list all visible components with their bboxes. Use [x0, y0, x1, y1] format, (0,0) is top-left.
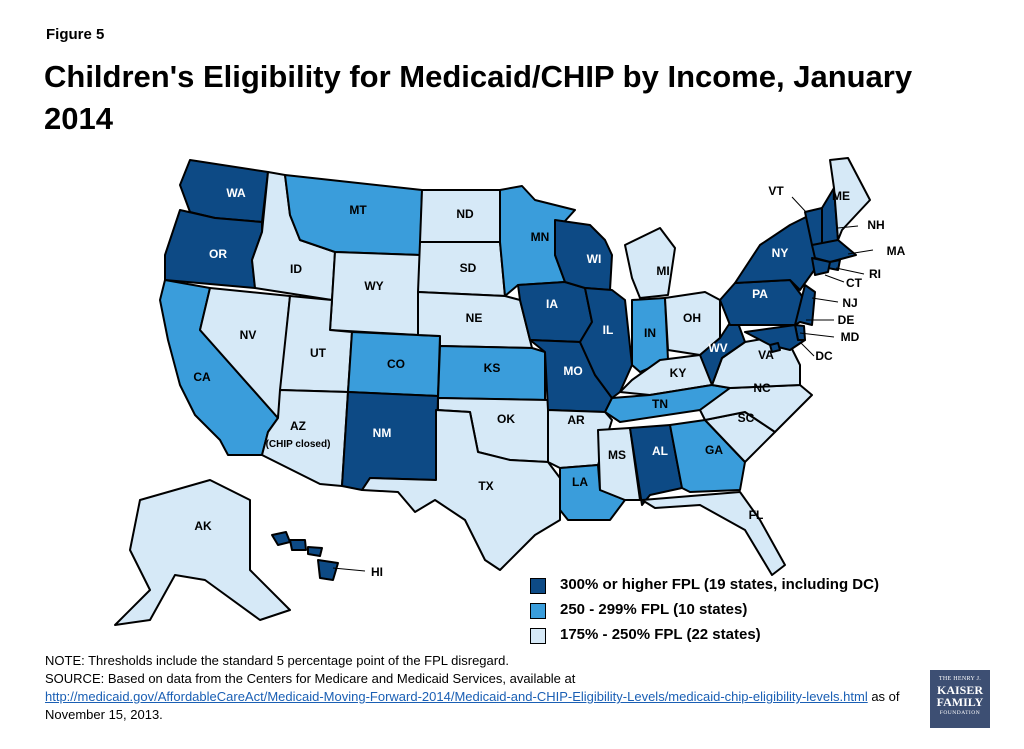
- logo-line: THE HENRY J.: [938, 676, 982, 682]
- state-label-ak: AK: [194, 519, 212, 533]
- state-label-me: ME: [832, 189, 850, 203]
- legend-label: 300% or higher FPL (19 states, including…: [560, 576, 879, 593]
- state-label-nm: NM: [373, 426, 392, 440]
- state-wy: [329, 251, 421, 336]
- state-al: [629, 424, 683, 506]
- state-label-mi: MI: [656, 264, 669, 278]
- state-label-fl: FL: [749, 508, 764, 522]
- state-label-ma: MA: [887, 244, 906, 258]
- state-label-ok: OK: [497, 412, 515, 426]
- state-label-nc: NC: [753, 381, 771, 395]
- state-label-hi: HI: [371, 565, 383, 579]
- state-ma: [811, 239, 857, 263]
- state-ia: [517, 281, 593, 343]
- state-nm: [341, 391, 439, 491]
- state-label-ne: NE: [466, 311, 483, 325]
- source-suffix: as of November 15, 2013.: [45, 689, 900, 722]
- state-il: [579, 287, 633, 399]
- state-note-az: (CHIP closed): [266, 439, 331, 450]
- source-text: SOURCE: Based on data from the Centers f…: [45, 671, 576, 686]
- state-label-ar: AR: [567, 413, 585, 427]
- state-label-ca: CA: [193, 370, 211, 384]
- state-label-pa: PA: [752, 287, 768, 301]
- state-label-in: IN: [644, 326, 656, 340]
- state-label-va: VA: [758, 348, 774, 362]
- state-ct: [811, 257, 831, 276]
- state-label-nj: NJ: [842, 296, 857, 310]
- state-ms: [597, 427, 641, 501]
- page-title: Children's Eligibility for Medicaid/CHIP…: [44, 59, 913, 136]
- state-label-mt: MT: [349, 203, 367, 217]
- logo-line: FOUNDATION: [939, 710, 981, 716]
- legend-swatch-low: [530, 628, 546, 644]
- state-label-vt: VT: [768, 184, 784, 198]
- state-label-al: AL: [652, 444, 668, 458]
- state-tx: [361, 409, 561, 571]
- state-label-co: CO: [387, 357, 405, 371]
- state-label-ky: KY: [670, 366, 687, 380]
- state-label-nh: NH: [867, 218, 884, 232]
- source-link[interactable]: http://medicaid.gov/AffordableCareAct/Me…: [45, 689, 868, 704]
- state-label-ms: MS: [608, 448, 626, 462]
- state-label-mn: MN: [531, 230, 550, 244]
- state-label-wv: WV: [708, 341, 727, 355]
- state-label-tx: TX: [478, 479, 493, 493]
- state-label-wi: WI: [587, 252, 602, 266]
- state-label-de: DE: [838, 313, 855, 327]
- state-label-mo: MO: [563, 364, 582, 378]
- legend-swatch-high: [530, 578, 546, 594]
- state-label-sc: SC: [738, 411, 755, 425]
- legend-label: 175% - 250% FPL (22 states): [560, 626, 761, 643]
- state-label-dc: DC: [815, 349, 833, 363]
- logo-line: FAMILY: [936, 695, 984, 709]
- state-wi: [554, 219, 613, 291]
- state-label-la: LA: [572, 475, 588, 489]
- state-label-or: OR: [209, 247, 227, 261]
- state-label-nd: ND: [456, 207, 474, 221]
- state-label-az: AZ: [290, 419, 306, 433]
- state-label-nv: NV: [240, 328, 257, 342]
- state-mi: [624, 227, 676, 299]
- state-label-ut: UT: [310, 346, 327, 360]
- logo-line: KAISER: [936, 683, 983, 697]
- state-fl: [641, 491, 786, 576]
- state-label-ks: KS: [484, 361, 501, 375]
- note-text: NOTE: Thresholds include the standard 5 …: [45, 653, 509, 668]
- state-label-tn: TN: [652, 397, 668, 411]
- state-ks: [437, 345, 546, 401]
- notes: NOTE: Thresholds include the standard 5 …: [45, 652, 915, 724]
- state-label-ga: GA: [705, 443, 723, 457]
- state-label-id: ID: [290, 262, 302, 276]
- figure-label: Figure 5: [46, 26, 105, 43]
- state-label-md: MD: [841, 330, 860, 344]
- state-label-wa: WA: [226, 186, 246, 200]
- state-hi: [271, 531, 339, 581]
- state-label-ia: IA: [546, 297, 558, 311]
- state-label-ct: CT: [846, 276, 863, 290]
- state-nj: [794, 284, 816, 326]
- state-label-ny: NY: [772, 246, 789, 260]
- state-label-il: IL: [603, 323, 614, 337]
- source-line: http://medicaid.gov/AffordableCareAct/Me…: [45, 688, 915, 724]
- state-ak: [114, 479, 291, 626]
- state-wv: [699, 314, 746, 386]
- kaiser-family-foundation-logo: THE HENRY J. KAISER FAMILY FOUNDATION: [930, 670, 990, 728]
- state-dc: [769, 342, 781, 353]
- legend-label: 250 - 299% FPL (10 states): [560, 601, 748, 618]
- state-label-sd: SD: [460, 261, 477, 275]
- state-label-ri: RI: [869, 267, 881, 281]
- state-label-wy: WY: [364, 279, 383, 293]
- state-label-oh: OH: [683, 311, 701, 325]
- legend-swatch-mid: [530, 603, 546, 619]
